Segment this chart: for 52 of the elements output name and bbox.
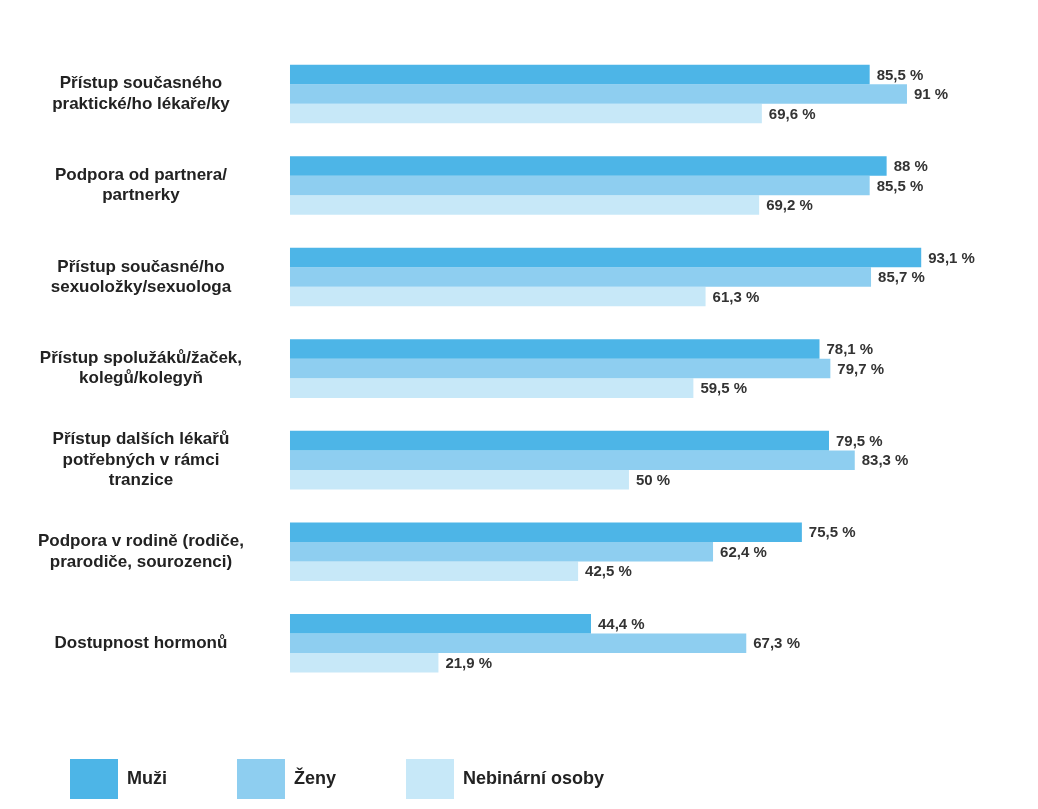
bar xyxy=(289,469,629,490)
y-tick-label: Přístup dalších lékařů potřebných v rámci tranzice xyxy=(52,429,230,490)
bar xyxy=(289,522,802,542)
y-tick-label: Přístup současné/ho sexuoložky/sexuologa xyxy=(50,256,232,296)
data-label: 21,9 % xyxy=(445,653,493,671)
bar xyxy=(289,156,887,176)
data-label: 69,2 % xyxy=(766,196,813,214)
bar xyxy=(289,195,760,215)
data-label: 62,4 % xyxy=(720,542,767,560)
bar xyxy=(289,286,706,307)
bar xyxy=(289,613,591,634)
bar xyxy=(289,175,870,196)
data-label: 88 % xyxy=(893,157,928,175)
data-label: 79,7 % xyxy=(837,359,885,377)
data-label: 67,3 % xyxy=(753,634,800,652)
data-label: 59,5 % xyxy=(700,379,748,397)
data-label: 85,5 % xyxy=(876,65,924,83)
bar xyxy=(289,378,694,398)
data-label: 50 % xyxy=(635,470,671,488)
legend-label: Ženy xyxy=(293,766,337,788)
bar xyxy=(289,633,747,653)
bar xyxy=(289,561,579,581)
data-label: 85,7 % xyxy=(878,268,925,286)
legend-label: Nebinární osoby xyxy=(463,767,605,788)
y-tick-label: Přístup současného praktické/ho lékaře/ky xyxy=(52,73,231,113)
data-label: 83,3 % xyxy=(861,451,909,469)
y-tick-label: Podpora od partnera/ partnerky xyxy=(55,165,228,205)
bar xyxy=(289,430,829,451)
data-label: 42,5 % xyxy=(585,562,632,580)
bar xyxy=(289,358,831,379)
y-tick-label: Podpora v rodině (rodiče, prarodiče, sourozenci) xyxy=(38,531,244,571)
data-label: 79,5 % xyxy=(835,431,883,449)
bar xyxy=(289,541,714,562)
data-label: 91 % xyxy=(913,85,949,103)
y-tick-label: Dostupnost hormonů xyxy=(54,632,228,652)
bar xyxy=(289,267,872,287)
y-tick-label: Přístup spolužáků/žaček, kolegů/kolegyň xyxy=(39,348,243,388)
data-label: 78,1 % xyxy=(826,340,874,358)
data-label: 44,4 % xyxy=(597,614,645,632)
legend-label: Muži xyxy=(127,767,167,788)
bar xyxy=(289,652,439,673)
bar xyxy=(289,450,855,470)
bar xyxy=(289,84,907,104)
data-label: 93,1 % xyxy=(928,248,975,266)
data-label: 85,5 % xyxy=(876,176,924,194)
bar xyxy=(289,247,922,268)
bar xyxy=(289,64,870,85)
bar xyxy=(289,339,820,359)
data-label: 61,3 % xyxy=(712,287,760,305)
data-label: 69,6 % xyxy=(768,104,816,122)
data-label: 75,5 % xyxy=(808,523,856,541)
bar xyxy=(289,103,762,124)
